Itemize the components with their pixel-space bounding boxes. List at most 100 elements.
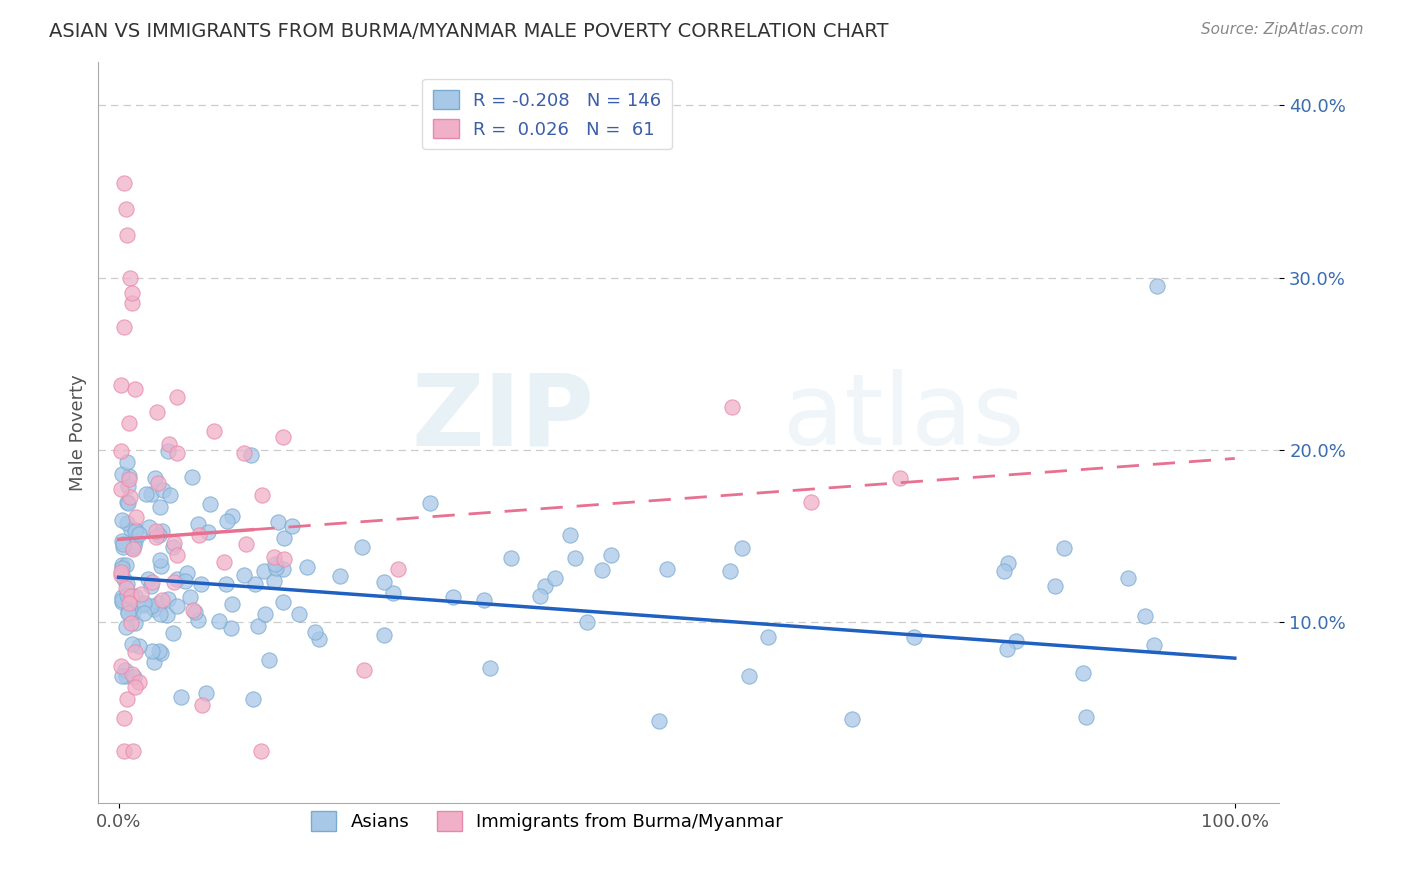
Point xyxy=(187,613,209,627)
Point xyxy=(253,564,276,578)
Point xyxy=(118,469,141,483)
Point xyxy=(163,536,186,550)
Point xyxy=(478,660,501,674)
Point xyxy=(217,514,239,528)
Point xyxy=(125,510,148,524)
Point xyxy=(115,669,138,683)
Point xyxy=(183,605,205,619)
Point xyxy=(111,540,134,554)
Point xyxy=(110,378,132,392)
Point xyxy=(149,647,172,661)
Point xyxy=(131,587,153,601)
Point xyxy=(128,527,150,541)
Point xyxy=(472,593,495,607)
Point xyxy=(157,444,180,458)
Point xyxy=(1005,634,1028,648)
Point xyxy=(841,712,863,726)
Point xyxy=(181,470,204,484)
Point xyxy=(1043,579,1066,593)
Point xyxy=(146,405,169,419)
Point xyxy=(124,615,146,630)
Point xyxy=(117,495,139,509)
Point xyxy=(533,579,555,593)
Point xyxy=(148,607,170,621)
Point xyxy=(903,630,925,644)
Point xyxy=(156,592,179,607)
Point xyxy=(112,176,135,190)
Point xyxy=(156,608,179,623)
Point xyxy=(138,520,160,534)
Point xyxy=(115,588,138,602)
Point xyxy=(257,652,280,666)
Point xyxy=(558,528,581,542)
Point xyxy=(353,663,375,677)
Point xyxy=(166,599,188,614)
Point xyxy=(115,620,138,634)
Point xyxy=(304,624,326,639)
Point xyxy=(387,562,409,576)
Point xyxy=(122,539,145,553)
Point xyxy=(271,595,294,609)
Point xyxy=(111,669,134,683)
Point xyxy=(648,714,671,728)
Point xyxy=(121,286,143,301)
Point xyxy=(246,619,269,633)
Point xyxy=(543,571,565,585)
Point xyxy=(136,572,159,586)
Point xyxy=(591,563,613,577)
Point xyxy=(288,607,311,622)
Point xyxy=(441,590,464,604)
Point xyxy=(499,550,522,565)
Point xyxy=(187,517,209,532)
Point xyxy=(141,574,163,589)
Point xyxy=(1135,609,1157,624)
Point xyxy=(124,524,146,539)
Point xyxy=(1071,665,1094,680)
Point xyxy=(148,596,170,610)
Point xyxy=(124,680,146,694)
Point xyxy=(115,576,138,591)
Point xyxy=(122,744,145,758)
Point xyxy=(112,537,135,551)
Point xyxy=(135,487,157,501)
Point xyxy=(145,524,167,538)
Point xyxy=(232,568,254,582)
Point xyxy=(124,533,146,548)
Point xyxy=(564,551,586,566)
Point xyxy=(112,744,135,758)
Point xyxy=(263,574,285,589)
Point xyxy=(120,523,142,537)
Text: ASIAN VS IMMIGRANTS FROM BURMA/MYANMAR MALE POVERTY CORRELATION CHART: ASIAN VS IMMIGRANTS FROM BURMA/MYANMAR M… xyxy=(49,22,889,41)
Point xyxy=(121,296,143,310)
Point xyxy=(125,523,148,537)
Point xyxy=(197,524,219,539)
Point xyxy=(221,621,243,635)
Point xyxy=(190,698,212,713)
Point xyxy=(382,586,405,600)
Point xyxy=(152,524,174,538)
Point xyxy=(329,569,352,583)
Point xyxy=(159,488,181,502)
Point xyxy=(240,448,263,462)
Point xyxy=(221,508,243,523)
Point xyxy=(115,581,138,595)
Point xyxy=(1146,279,1168,293)
Point xyxy=(718,565,741,579)
Point xyxy=(128,675,150,690)
Point xyxy=(721,400,744,414)
Point xyxy=(111,590,134,604)
Point xyxy=(162,625,184,640)
Point xyxy=(111,595,134,609)
Point xyxy=(738,669,761,683)
Point xyxy=(128,639,150,653)
Point xyxy=(111,467,134,482)
Point xyxy=(174,574,197,589)
Point xyxy=(242,692,264,706)
Point xyxy=(179,591,201,605)
Point xyxy=(800,495,823,509)
Point xyxy=(273,531,295,545)
Point xyxy=(190,576,212,591)
Point xyxy=(115,454,138,468)
Point xyxy=(253,607,276,621)
Point xyxy=(1143,638,1166,652)
